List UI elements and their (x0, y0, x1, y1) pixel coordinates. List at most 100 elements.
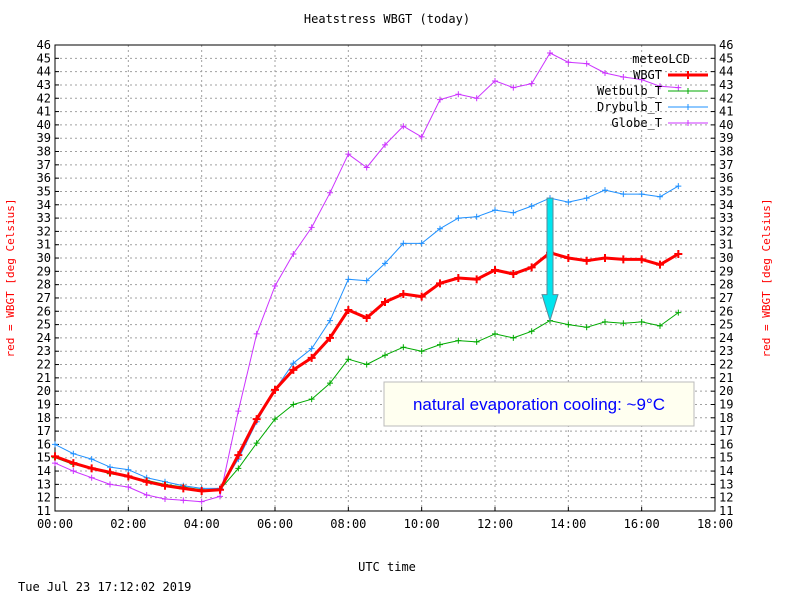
y-tick-label-left: 41 (37, 105, 51, 119)
data-point (70, 468, 77, 475)
data-point (510, 84, 517, 91)
y-tick-label-right: 14 (719, 464, 733, 478)
data-point (657, 193, 663, 200)
data-point (289, 365, 298, 374)
y-tick-label-right: 35 (719, 184, 733, 198)
data-point (399, 289, 408, 298)
data-point (472, 275, 481, 284)
data-point (620, 73, 627, 80)
data-point (455, 215, 462, 222)
y-tick-label-left: 38 (37, 145, 51, 159)
y-tick-label-left: 12 (37, 491, 51, 505)
data-point (473, 95, 480, 102)
data-point (326, 333, 334, 342)
data-point (656, 260, 664, 269)
data-point (675, 183, 682, 190)
data-point (290, 401, 297, 408)
legend-marker (685, 104, 691, 110)
y-tick-label-right: 13 (719, 477, 733, 491)
y-tick-label-right: 40 (719, 118, 733, 132)
chart-title: Heatstress WBGT (today) (304, 12, 470, 26)
y-tick-label-right: 25 (719, 318, 733, 332)
series-group (51, 49, 683, 505)
timestamp: Tue Jul 23 17:12:02 2019 (18, 580, 191, 593)
legend-title: meteoLCD (632, 52, 690, 66)
data-point (418, 348, 425, 355)
data-point (363, 361, 370, 368)
y-tick-label-left: 16 (37, 437, 51, 451)
data-point (473, 213, 480, 220)
y-tick-label-left: 25 (37, 318, 51, 332)
data-point (252, 415, 261, 424)
data-point (675, 84, 682, 91)
data-point (107, 481, 113, 488)
x-tick-label: 04:00 (184, 517, 220, 531)
y-tick-label-left: 11 (37, 504, 51, 518)
data-point (400, 240, 407, 247)
y-tick-label-right: 32 (719, 224, 733, 238)
y-tick-label-left: 43 (37, 78, 51, 92)
data-point (601, 254, 609, 263)
data-point (290, 360, 297, 367)
data-point (602, 187, 608, 194)
y-tick-label-right: 20 (719, 384, 733, 398)
y-axis-label-right: red = WBGT [deg Celsius] (760, 199, 773, 358)
x-tick-label: 02:00 (110, 517, 146, 531)
data-point (69, 459, 78, 468)
y-tick-label-left: 23 (37, 344, 51, 358)
data-point (216, 485, 224, 494)
annotation: natural evaporation cooling: ~9°C (383, 197, 695, 427)
y-tick-label-left: 17 (37, 424, 51, 438)
y-tick-label-right: 38 (719, 145, 733, 159)
data-point (382, 141, 388, 148)
data-point (675, 309, 682, 316)
data-point (88, 456, 95, 463)
data-point (657, 83, 663, 90)
data-point (527, 263, 536, 272)
data-point (234, 451, 243, 460)
x-tick-label: 06:00 (257, 517, 293, 531)
data-point (88, 474, 95, 481)
data-point (87, 464, 96, 473)
data-point (271, 385, 279, 394)
data-point (253, 440, 260, 447)
data-point (528, 80, 535, 87)
y-tick-label-right: 31 (719, 238, 733, 252)
data-point (308, 396, 315, 403)
data-point (345, 356, 352, 363)
data-point (638, 318, 645, 325)
data-point (197, 487, 206, 496)
data-point (125, 484, 132, 491)
y-tick-label-left: 28 (37, 278, 51, 292)
data-point (620, 320, 627, 327)
y-tick-label-right: 24 (719, 331, 733, 345)
data-point (619, 255, 628, 264)
data-point (307, 353, 316, 362)
data-point (142, 477, 151, 486)
y-tick-label-left: 44 (37, 65, 51, 79)
x-tick-label: 10:00 (404, 517, 440, 531)
y-tick-label-left: 37 (37, 158, 51, 172)
y-tick-label-right: 17 (719, 424, 733, 438)
y-tick-label-left: 42 (37, 91, 51, 105)
x-tick-label: 12:00 (477, 517, 513, 531)
series-line (54, 251, 680, 493)
data-point (327, 317, 333, 324)
data-point (528, 203, 535, 210)
data-point (491, 266, 499, 275)
data-point (162, 496, 168, 503)
legend-marker (685, 120, 691, 126)
data-point (418, 240, 425, 247)
legend-marker (685, 88, 691, 94)
data-point (235, 408, 242, 415)
data-point (362, 313, 371, 322)
y-tick-label-right: 19 (719, 397, 733, 411)
data-point (674, 250, 683, 259)
y-tick-label-left: 21 (37, 371, 51, 385)
data-point (70, 450, 77, 457)
y-tick-label-right: 11 (719, 504, 733, 518)
y-tick-label-left: 22 (37, 358, 51, 372)
data-point (583, 195, 590, 202)
data-point (382, 260, 388, 267)
data-point (344, 305, 353, 314)
